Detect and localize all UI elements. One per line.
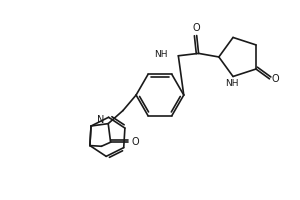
Text: O: O — [272, 74, 279, 84]
Text: N: N — [97, 115, 105, 125]
Text: O: O — [131, 137, 139, 147]
Text: NH: NH — [154, 50, 168, 59]
Text: O: O — [193, 23, 200, 33]
Text: NH: NH — [225, 79, 238, 88]
